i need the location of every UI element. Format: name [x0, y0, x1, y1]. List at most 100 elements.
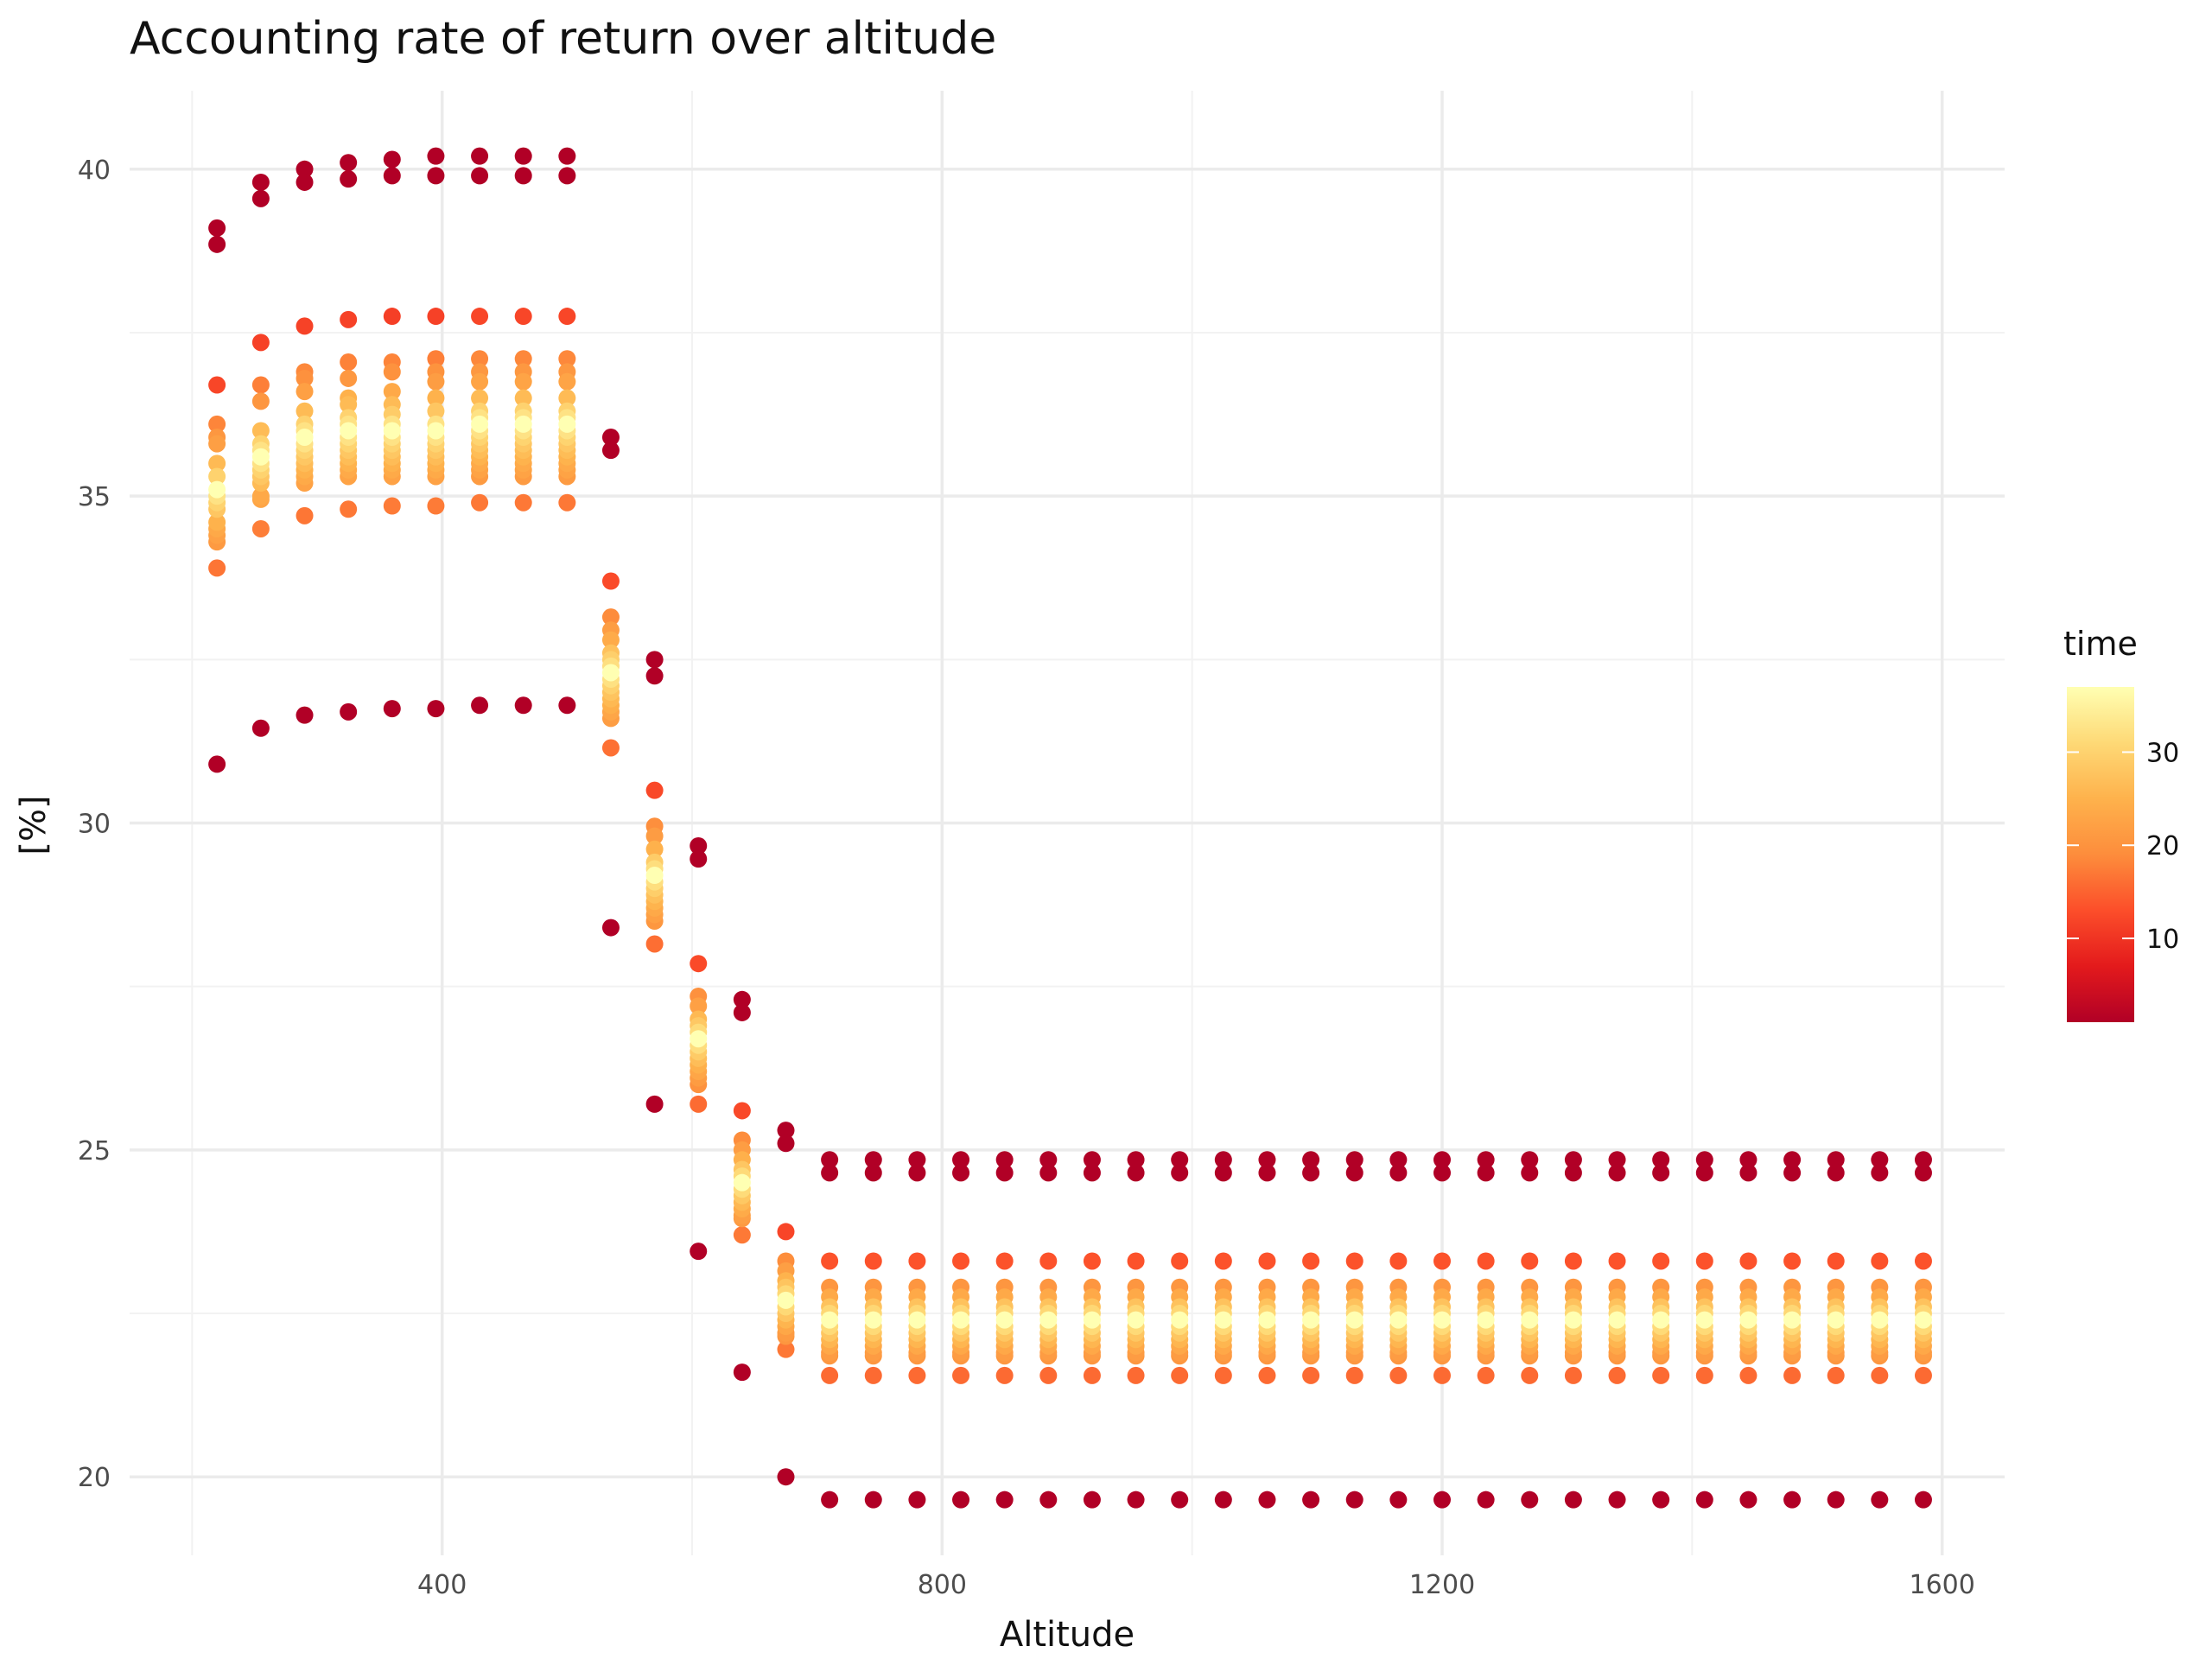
data-point [251, 189, 270, 207]
data-point [690, 1095, 708, 1113]
data-point [1083, 1491, 1101, 1509]
data-point [1871, 1366, 1889, 1384]
data-point [1521, 1311, 1539, 1329]
data-point [251, 173, 270, 191]
data-point [340, 500, 358, 518]
data-point [1652, 1164, 1670, 1182]
data-point [1433, 1252, 1451, 1270]
data-point [558, 308, 576, 326]
data-point [296, 369, 314, 387]
y-tick-label: 35 [78, 482, 111, 512]
data-point [601, 664, 620, 682]
data-point [1345, 1366, 1363, 1384]
data-point [864, 1252, 882, 1270]
data-point [1783, 1151, 1802, 1169]
data-point [777, 1291, 795, 1309]
data-point [296, 160, 314, 178]
data-point [908, 1491, 926, 1509]
data-point [1083, 1252, 1101, 1270]
data-point [427, 147, 445, 165]
data-point [296, 429, 314, 447]
data-point [645, 667, 664, 685]
data-point [427, 402, 445, 420]
data-point [1783, 1252, 1802, 1270]
data-point [1827, 1164, 1845, 1182]
data-point [208, 219, 226, 237]
data-point [1783, 1311, 1802, 1329]
data-point [645, 827, 664, 845]
data-point [1477, 1252, 1495, 1270]
data-point [471, 372, 489, 391]
data-point [1214, 1151, 1232, 1169]
data-point [1477, 1151, 1495, 1169]
data-point [383, 167, 401, 185]
data-point [1652, 1491, 1670, 1509]
data-point [1039, 1311, 1058, 1329]
data-point [1433, 1491, 1451, 1509]
data-point [1345, 1491, 1363, 1509]
data-point [1433, 1366, 1451, 1384]
data-point [733, 1173, 751, 1192]
data-point [383, 700, 401, 718]
data-point [340, 310, 358, 328]
data-point [1652, 1252, 1670, 1270]
x-tick-label: 800 [918, 1570, 967, 1600]
data-point [383, 497, 401, 515]
legend-tick-label: 20 [2146, 831, 2179, 861]
data-point [1039, 1491, 1058, 1509]
data-point [995, 1311, 1014, 1329]
data-point [558, 372, 576, 391]
data-point [1302, 1311, 1320, 1329]
data-point [864, 1151, 882, 1169]
data-point [1389, 1151, 1408, 1169]
data-point [952, 1366, 970, 1384]
data-point [690, 997, 708, 1015]
data-point [952, 1252, 970, 1270]
data-point [340, 369, 358, 387]
data-point [1083, 1151, 1101, 1169]
data-point [821, 1164, 839, 1182]
data-point [514, 696, 532, 715]
data-point [1258, 1252, 1276, 1270]
data-point [208, 435, 226, 453]
data-point [208, 454, 226, 473]
data-point [601, 429, 620, 447]
data-point [558, 147, 576, 165]
data-point [645, 651, 664, 669]
data-point [908, 1164, 926, 1182]
x-tick-label: 1600 [1909, 1570, 1974, 1600]
data-point [296, 383, 314, 401]
data-point [1564, 1252, 1582, 1270]
legend-ticks: 10 20 30 [2067, 738, 2179, 955]
data-point [1258, 1366, 1276, 1384]
data-point [208, 480, 226, 499]
data-point [1171, 1164, 1189, 1182]
data-point [821, 1252, 839, 1270]
data-point [1521, 1366, 1539, 1384]
data-point [1389, 1491, 1408, 1509]
data-point [1127, 1151, 1145, 1169]
data-point [1608, 1252, 1626, 1270]
data-point [1739, 1311, 1758, 1329]
data-point [690, 850, 708, 868]
data-point [296, 506, 314, 524]
data-point [1477, 1491, 1495, 1509]
data-point [340, 396, 358, 414]
data-point [1914, 1491, 1932, 1509]
data-point [1564, 1151, 1582, 1169]
data-point [340, 702, 358, 721]
data-point [1302, 1491, 1320, 1509]
data-point [601, 608, 620, 626]
data-point [1433, 1151, 1451, 1169]
data-point [645, 935, 664, 953]
data-point [1039, 1151, 1058, 1169]
data-point [514, 350, 532, 368]
data-point [1827, 1491, 1845, 1509]
data-point [1652, 1151, 1670, 1169]
data-point [864, 1366, 882, 1384]
data-point [908, 1151, 926, 1169]
data-point [952, 1151, 970, 1169]
data-point [908, 1252, 926, 1270]
data-point [251, 334, 270, 352]
data-point [471, 147, 489, 165]
